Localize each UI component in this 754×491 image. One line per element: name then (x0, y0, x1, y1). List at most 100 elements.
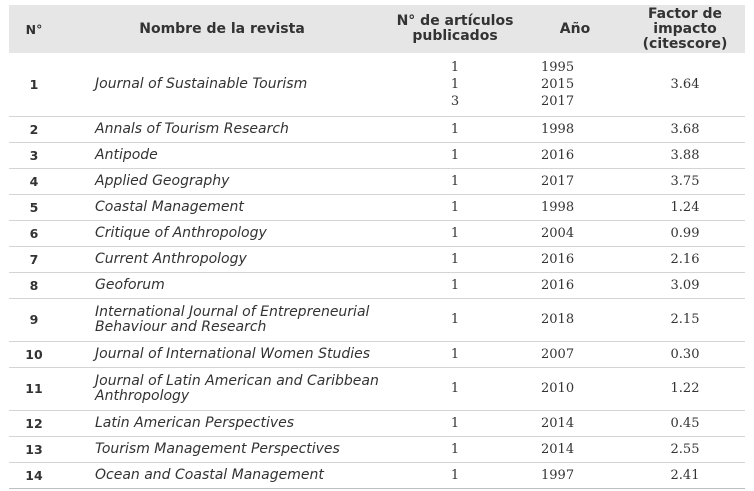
table-row: 11 Journal of Latin American and Caribbea… (9, 367, 745, 410)
publication-year-value: 2018 (541, 312, 575, 327)
impact-factor: 0.30 (670, 346, 700, 362)
table-row: 12 Latin American Perspectives 1 2014 0.45 (9, 410, 745, 436)
article-count-value: 1 (450, 173, 460, 189)
journal-name: Current Anthropology (95, 250, 247, 267)
publication-year: 2016 (525, 246, 625, 272)
table-row: 5 Coastal Management 1 1998 1.24 (9, 194, 745, 220)
journal-name: Applied Geography (95, 172, 230, 189)
publication-year-value: 2017 (541, 173, 575, 189)
journal-name: International Journal of Entrepreneurial… (59, 298, 385, 341)
table-row: 1 Journal of Sustainable Tourism 1 1 3 1995 20… (9, 53, 745, 116)
row-number: 10 (25, 346, 43, 362)
publication-year-value: 1998 (541, 121, 575, 137)
journal-name-line: Anthropology (95, 387, 190, 404)
journal-name: Critique of Anthropology (95, 224, 267, 241)
publication-year: 2004 (525, 220, 625, 246)
article-count-value: 1 (450, 59, 460, 75)
article-count-value: 1 (450, 225, 460, 241)
article-count: 1 (385, 220, 525, 246)
publication-year: 2016 (525, 272, 625, 298)
article-count-value: 1 (450, 199, 460, 215)
publication-year: 2017 (525, 168, 625, 194)
header-article-count-line2: publicados (412, 28, 498, 44)
impact-factor: 3.75 (670, 173, 700, 189)
article-count-value: 1 (450, 467, 460, 483)
journal-name: Annals of Tourism Research (95, 120, 289, 137)
row-number: 13 (25, 441, 43, 457)
table-row: 3 Antipode 1 2016 3.88 (9, 142, 745, 168)
header-journal-name-label: Nombre de la revista (139, 20, 305, 37)
row-number: 1 (29, 76, 39, 92)
article-count-value: 1 (450, 346, 460, 362)
publication-year-value: 2014 (541, 441, 575, 457)
journals-table-container: N° Nombre de la revista N° de artículos … (9, 5, 745, 488)
publication-year: 2014 (525, 410, 625, 436)
article-count-value: 1 (450, 277, 460, 293)
table-row: 14 Ocean and Coastal Management 1 1997 2.41 (9, 462, 745, 488)
publication-year-value: 2017 (541, 93, 575, 109)
publication-year: 2018 (525, 298, 625, 341)
row-number: 12 (25, 415, 43, 431)
publication-year: 2010 (525, 367, 625, 410)
header-impact-factor-line2: (citescore) (642, 35, 728, 52)
row-number: 9 (29, 312, 39, 327)
row-number: 2 (29, 121, 39, 137)
publication-year: 2014 (525, 436, 625, 462)
impact-factor: 1.22 (670, 381, 700, 396)
journal-name-line: Behaviour and Research (95, 318, 267, 335)
table-row: 9 International Journal of Entrepreneuria… (9, 298, 745, 341)
publication-year-value: 2004 (541, 225, 575, 241)
article-count: 1 (385, 410, 525, 436)
impact-factor: 0.45 (670, 415, 700, 431)
publication-year: 1998 (525, 116, 625, 142)
publication-year-value: 1995 (541, 59, 575, 75)
row-number: 4 (29, 173, 39, 189)
publication-year: 1995 2015 2017 (525, 53, 625, 116)
impact-factor: 0.99 (670, 225, 700, 241)
journal-name: Journal of Sustainable Tourism (95, 75, 308, 92)
journal-name: Journal of International Women Studies (95, 345, 371, 362)
article-count: 1 (385, 116, 525, 142)
publication-year-value: 2010 (541, 381, 575, 396)
table-row: 4 Applied Geography 1 2017 3.75 (9, 168, 745, 194)
journal-name: Tourism Management Perspectives (95, 440, 340, 457)
table-row: 13 Tourism Management Perspectives 1 2014 2.… (9, 436, 745, 462)
impact-factor: 3.64 (670, 76, 700, 92)
article-count: 1 (385, 462, 525, 488)
article-count: 1 (385, 298, 525, 341)
header-number-label: N° (25, 21, 43, 37)
row-number: 5 (29, 199, 39, 215)
article-count: 1 (385, 367, 525, 410)
impact-factor: 2.15 (670, 312, 700, 327)
publication-year-value: 1997 (541, 467, 575, 483)
article-count: 1 (385, 246, 525, 272)
publication-year-value: 2014 (541, 415, 575, 431)
publication-year: 1998 (525, 194, 625, 220)
impact-factor: 3.68 (670, 121, 700, 137)
impact-factor: 2.55 (670, 441, 700, 457)
table-row: 7 Current Anthropology 1 2016 2.16 (9, 246, 745, 272)
row-number: 3 (29, 147, 39, 163)
publication-year-value: 2015 (541, 76, 575, 92)
header-journal-name: Nombre de la revista (59, 5, 385, 53)
publication-year-value: 1998 (541, 199, 575, 215)
table-body: 1 Journal of Sustainable Tourism 1 1 3 1995 20… (9, 53, 745, 488)
row-number: 11 (25, 381, 43, 396)
publication-year-value: 2016 (541, 147, 575, 163)
publication-year-value: 2016 (541, 277, 575, 293)
header-year: Año (525, 5, 625, 53)
publication-year: 2007 (525, 341, 625, 367)
row-number: 8 (29, 277, 39, 293)
article-count: 1 (385, 142, 525, 168)
journals-table: N° Nombre de la revista N° de artículos … (9, 5, 745, 489)
journal-name: Coastal Management (95, 198, 244, 215)
article-count: 1 (385, 194, 525, 220)
article-count-value: 1 (450, 121, 460, 137)
article-count-value: 1 (450, 312, 460, 327)
row-number: 6 (29, 225, 39, 241)
impact-factor: 3.09 (670, 277, 700, 293)
journal-name: Antipode (95, 146, 158, 163)
article-count-value: 1 (450, 441, 460, 457)
impact-factor: 1.24 (670, 199, 700, 215)
